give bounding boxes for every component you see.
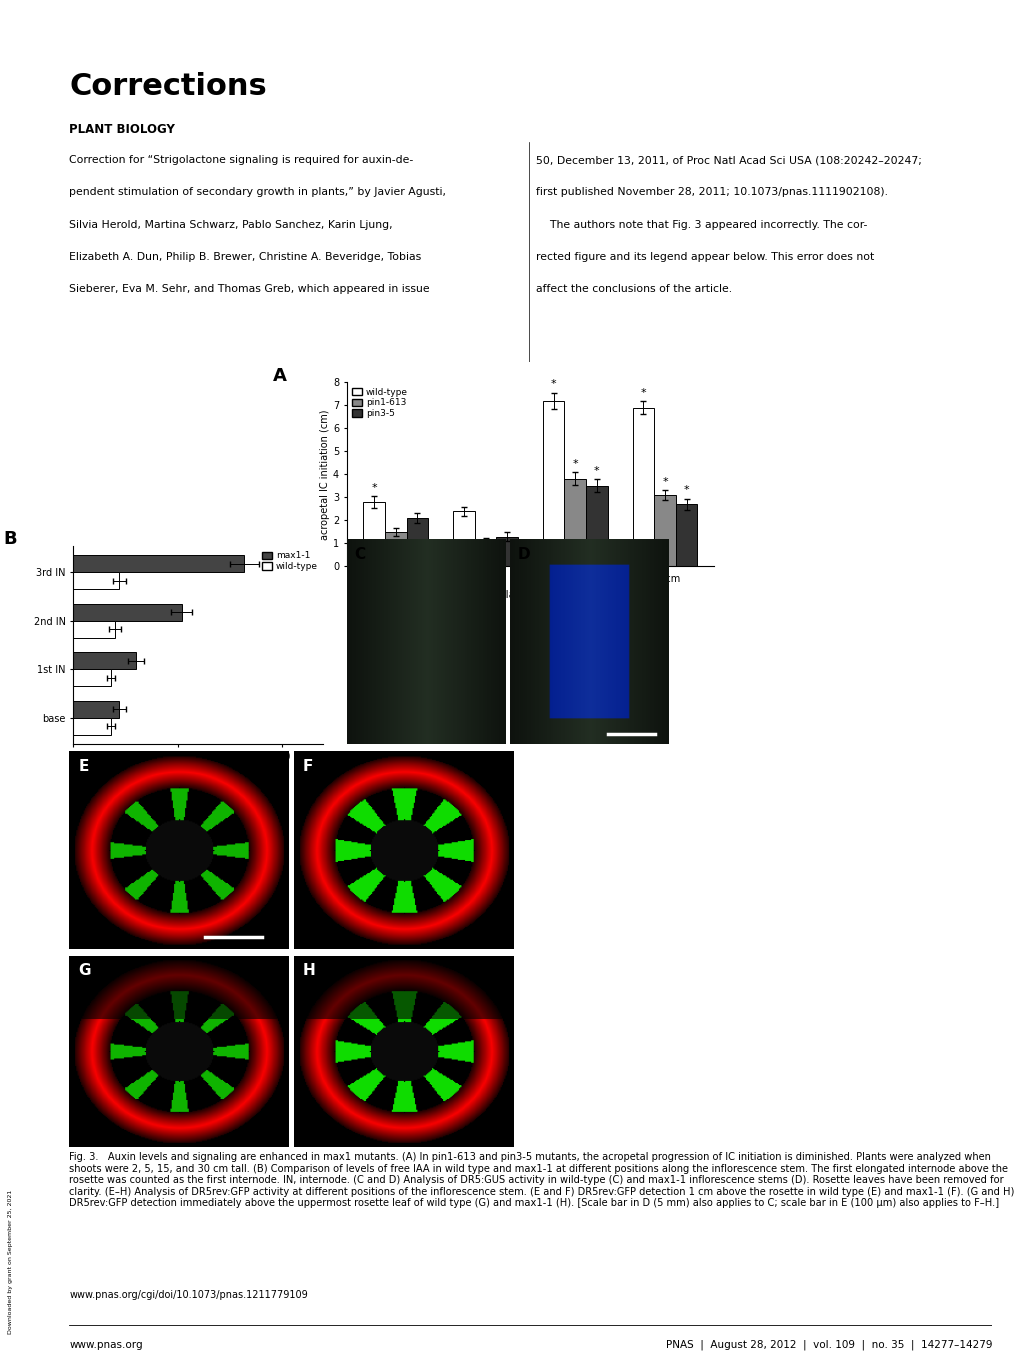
Text: C: C bbox=[355, 547, 366, 562]
Text: PNAS: PNAS bbox=[14, 186, 26, 224]
Text: PNAS: PNAS bbox=[14, 868, 26, 906]
Bar bbox=[363, 502, 384, 566]
Bar bbox=[73, 652, 136, 669]
Text: *: * bbox=[572, 459, 578, 470]
Text: Silvia Herold, Martina Schwarz, Pablo Sanchez, Karin Ljung,: Silvia Herold, Martina Schwarz, Pablo Sa… bbox=[69, 220, 392, 229]
Bar bbox=[586, 486, 607, 566]
Text: *: * bbox=[640, 388, 646, 397]
Bar bbox=[676, 504, 697, 566]
Text: D: D bbox=[518, 547, 530, 562]
Text: PNAS: PNAS bbox=[14, 527, 26, 565]
Text: *: * bbox=[593, 465, 599, 476]
Bar bbox=[73, 700, 119, 718]
Bar bbox=[73, 572, 119, 590]
Bar bbox=[73, 669, 111, 687]
Text: F: F bbox=[303, 759, 313, 774]
Text: *: * bbox=[550, 379, 556, 389]
Bar bbox=[542, 401, 564, 566]
Bar bbox=[653, 495, 676, 566]
Text: Downloaded by grant on September 25, 2021: Downloaded by grant on September 25, 202… bbox=[8, 1190, 12, 1335]
Text: *: * bbox=[683, 485, 689, 495]
Text: 50, December 13, 2011, of Proc Natl Acad Sci USA (108:20242–20247;: 50, December 13, 2011, of Proc Natl Acad… bbox=[535, 156, 920, 165]
Bar bbox=[73, 621, 115, 637]
Text: www.pnas.org/cgi/doi/10.1073/pnas.1211779109: www.pnas.org/cgi/doi/10.1073/pnas.121177… bbox=[69, 1290, 308, 1301]
Bar bbox=[73, 556, 244, 572]
Text: Correction for “Strigolactone signaling is required for auxin-de-: Correction for “Strigolactone signaling … bbox=[69, 156, 414, 165]
Text: PLANT BIOLOGY: PLANT BIOLOGY bbox=[69, 123, 175, 136]
Bar bbox=[73, 718, 111, 734]
Bar bbox=[73, 603, 181, 621]
Bar bbox=[474, 541, 496, 566]
Bar bbox=[564, 479, 586, 566]
Text: Fig. 3.   Auxin levels and signaling are enhanced in max1 mutants. (A) In pin1-6: Fig. 3. Auxin levels and signaling are e… bbox=[69, 1152, 1014, 1208]
Text: E: E bbox=[78, 759, 89, 774]
X-axis label: IAA (pg/mg): IAA (pg/mg) bbox=[167, 767, 229, 777]
Text: rected figure and its legend appear below. This error does not: rected figure and its legend appear belo… bbox=[535, 253, 873, 262]
Legend: max1-1, wild-type: max1-1, wild-type bbox=[261, 550, 319, 572]
Text: affect the conclusions of the article.: affect the conclusions of the article. bbox=[535, 284, 731, 293]
Text: PNAS  |  August 28, 2012  |  vol. 109  |  no. 35  |  14277–14279: PNAS | August 28, 2012 | vol. 109 | no. … bbox=[665, 1340, 991, 1350]
Bar bbox=[384, 532, 407, 566]
Bar bbox=[452, 511, 474, 566]
Text: Corrections: Corrections bbox=[69, 72, 267, 101]
Y-axis label: acropetal IC initiation (cm): acropetal IC initiation (cm) bbox=[320, 410, 330, 539]
Bar bbox=[407, 519, 428, 566]
Bar bbox=[632, 408, 653, 566]
Text: B: B bbox=[3, 530, 17, 549]
Text: *: * bbox=[661, 476, 667, 486]
Text: H: H bbox=[303, 964, 315, 979]
Text: www.pnas.org: www.pnas.org bbox=[69, 1340, 143, 1350]
Text: G: G bbox=[78, 964, 91, 979]
Text: Sieberer, Eva M. Sehr, and Thomas Greb, which appeared in issue: Sieberer, Eva M. Sehr, and Thomas Greb, … bbox=[69, 284, 430, 293]
Text: Elizabeth A. Dun, Philip B. Brewer, Christine A. Beveridge, Tobias: Elizabeth A. Dun, Philip B. Brewer, Chri… bbox=[69, 253, 421, 262]
Text: *: * bbox=[371, 483, 377, 493]
Text: pendent stimulation of secondary growth in plants,” by Javier Agusti,: pendent stimulation of secondary growth … bbox=[69, 187, 446, 198]
X-axis label: plant height: plant height bbox=[498, 590, 561, 599]
Text: CORRECTIONS: CORRECTIONS bbox=[990, 657, 1001, 736]
Legend: wild-type, pin1-613, pin3-5: wild-type, pin1-613, pin3-5 bbox=[351, 386, 409, 419]
Text: A: A bbox=[273, 367, 287, 385]
Text: first published November 28, 2011; 10.1073/pnas.1111902108).: first published November 28, 2011; 10.10… bbox=[535, 187, 887, 198]
Text: The authors note that Fig. 3 appeared incorrectly. The cor-: The authors note that Fig. 3 appeared in… bbox=[535, 220, 866, 229]
Bar bbox=[496, 536, 518, 566]
